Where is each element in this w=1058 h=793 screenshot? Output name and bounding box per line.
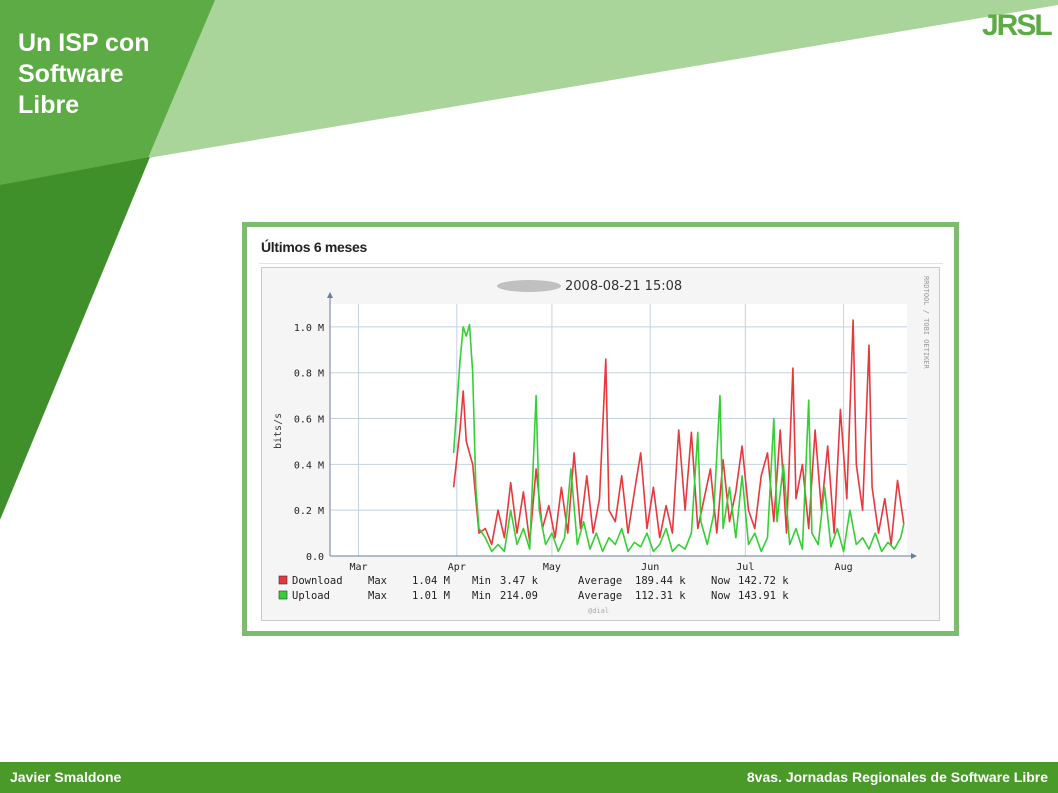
legend-max-label: Max (368, 590, 387, 602)
legend-now-value: 142.72 k (738, 575, 789, 587)
light-green-ribbon (0, 0, 1058, 188)
legend-min-label: Min (472, 575, 491, 587)
y-tick-label: 0.6 M (294, 415, 324, 426)
y-tick-label: 0.0 (306, 552, 324, 563)
chart-title: 2008-08-21 15:08 (565, 279, 682, 294)
footer-event: 8vas. Jornadas Regionales de Software Li… (746, 769, 1048, 785)
dark-green-wedge (0, 157, 150, 520)
chart-frame: Últimos 6 meses 2008-08-21 15:08 RRDTOOL… (242, 222, 959, 636)
title-line-1: Un ISP con (18, 29, 150, 57)
x-tick-label: Mar (350, 562, 368, 573)
footer-author: Javier Smaldone (10, 769, 122, 785)
x-tick-label: Jul (736, 562, 754, 573)
legend-swatch (278, 590, 288, 600)
legend-now-label: Now (711, 575, 731, 587)
y-axis-arrow (327, 292, 333, 298)
chart-heading: Últimos 6 meses (261, 239, 367, 255)
legend-max-value: 1.01 M (412, 590, 450, 602)
legend-swatch (278, 575, 288, 585)
legend-series-name: Download (292, 575, 343, 587)
x-tick-label: May (543, 562, 561, 573)
footnote: @dial (588, 607, 609, 615)
legend-max-value: 1.04 M (412, 575, 450, 587)
legend-now-label: Now (711, 590, 731, 602)
legend-min-label: Min (472, 590, 491, 602)
legend-avg-label: Average (578, 590, 622, 602)
x-tick-label: Jun (641, 562, 659, 573)
legend-avg-value: 112.31 k (635, 590, 686, 602)
traffic-graph: 2008-08-21 15:08 RRDTOOL / TOBI OETIKER … (273, 276, 930, 615)
y-tick-label: 0.4 M (294, 460, 324, 471)
legend-now-value: 143.91 k (738, 590, 789, 602)
plot-group: 0.0 0.2 M 0.4 M 0.6 M 0.8 M 1.0 M Mar Apr May Jun… (294, 292, 917, 573)
watermark: RRDTOOL / TOBI OETIKER (922, 276, 930, 370)
series-line-upload (452, 323, 905, 553)
x-tick-label: Apr (448, 562, 466, 573)
legend-min-value: 3.47 k (500, 575, 539, 587)
legend-avg-label: Average (578, 575, 622, 587)
title-line-3: Libre (18, 91, 80, 119)
footer-bar: Javier Smaldone 8vas. Jornadas Regionale… (0, 762, 1058, 793)
x-axis-arrow (911, 553, 917, 559)
y-axis-label: bits/s (273, 413, 284, 449)
logo-text: JRSL (982, 9, 1052, 40)
legend-max-label: Max (368, 575, 387, 587)
legend-min-value: 214.09 (500, 590, 538, 602)
jrsl-logo: JRSL (982, 9, 1054, 40)
legend-series-name: Upload (292, 590, 330, 602)
series-line-download (452, 319, 905, 546)
y-tick-label: 0.2 M (294, 506, 324, 517)
y-tick-label: 0.8 M (294, 369, 324, 380)
y-tick-label: 1.0 M (294, 323, 324, 334)
slide-title: Un ISP con Software Libre (18, 28, 188, 121)
title-line-2: Software (18, 60, 124, 88)
heading-divider (259, 263, 943, 264)
x-tick-label: Aug (835, 562, 853, 573)
graph-panel: 2008-08-21 15:08 RRDTOOL / TOBI OETIKER … (261, 267, 940, 621)
mid-green-band (0, 0, 215, 188)
legend-avg-value: 189.44 k (635, 575, 686, 587)
legend: Download Max 1.04 M Min 3.47 k Average 189.44 … (278, 575, 789, 602)
blurred-hostname (497, 280, 561, 292)
left-fade (0, 205, 146, 593)
